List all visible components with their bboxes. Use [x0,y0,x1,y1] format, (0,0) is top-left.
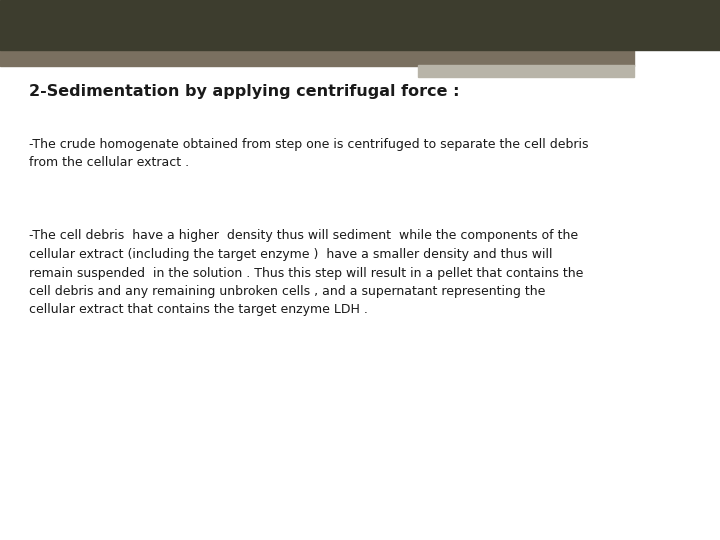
Bar [0,0,720,50]
Text: -The crude homogenate obtained from step one is centrifuged to separate the cell: -The crude homogenate obtained from step… [29,138,588,169]
Text: -The cell debris  have a higher  density thus will sediment  while the component: -The cell debris have a higher density t… [29,230,583,316]
Text: 2-Sedimentation by applying centrifugal force :: 2-Sedimentation by applying centrifugal … [29,84,459,99]
Bar [0,50,634,66]
Bar [418,65,634,77]
